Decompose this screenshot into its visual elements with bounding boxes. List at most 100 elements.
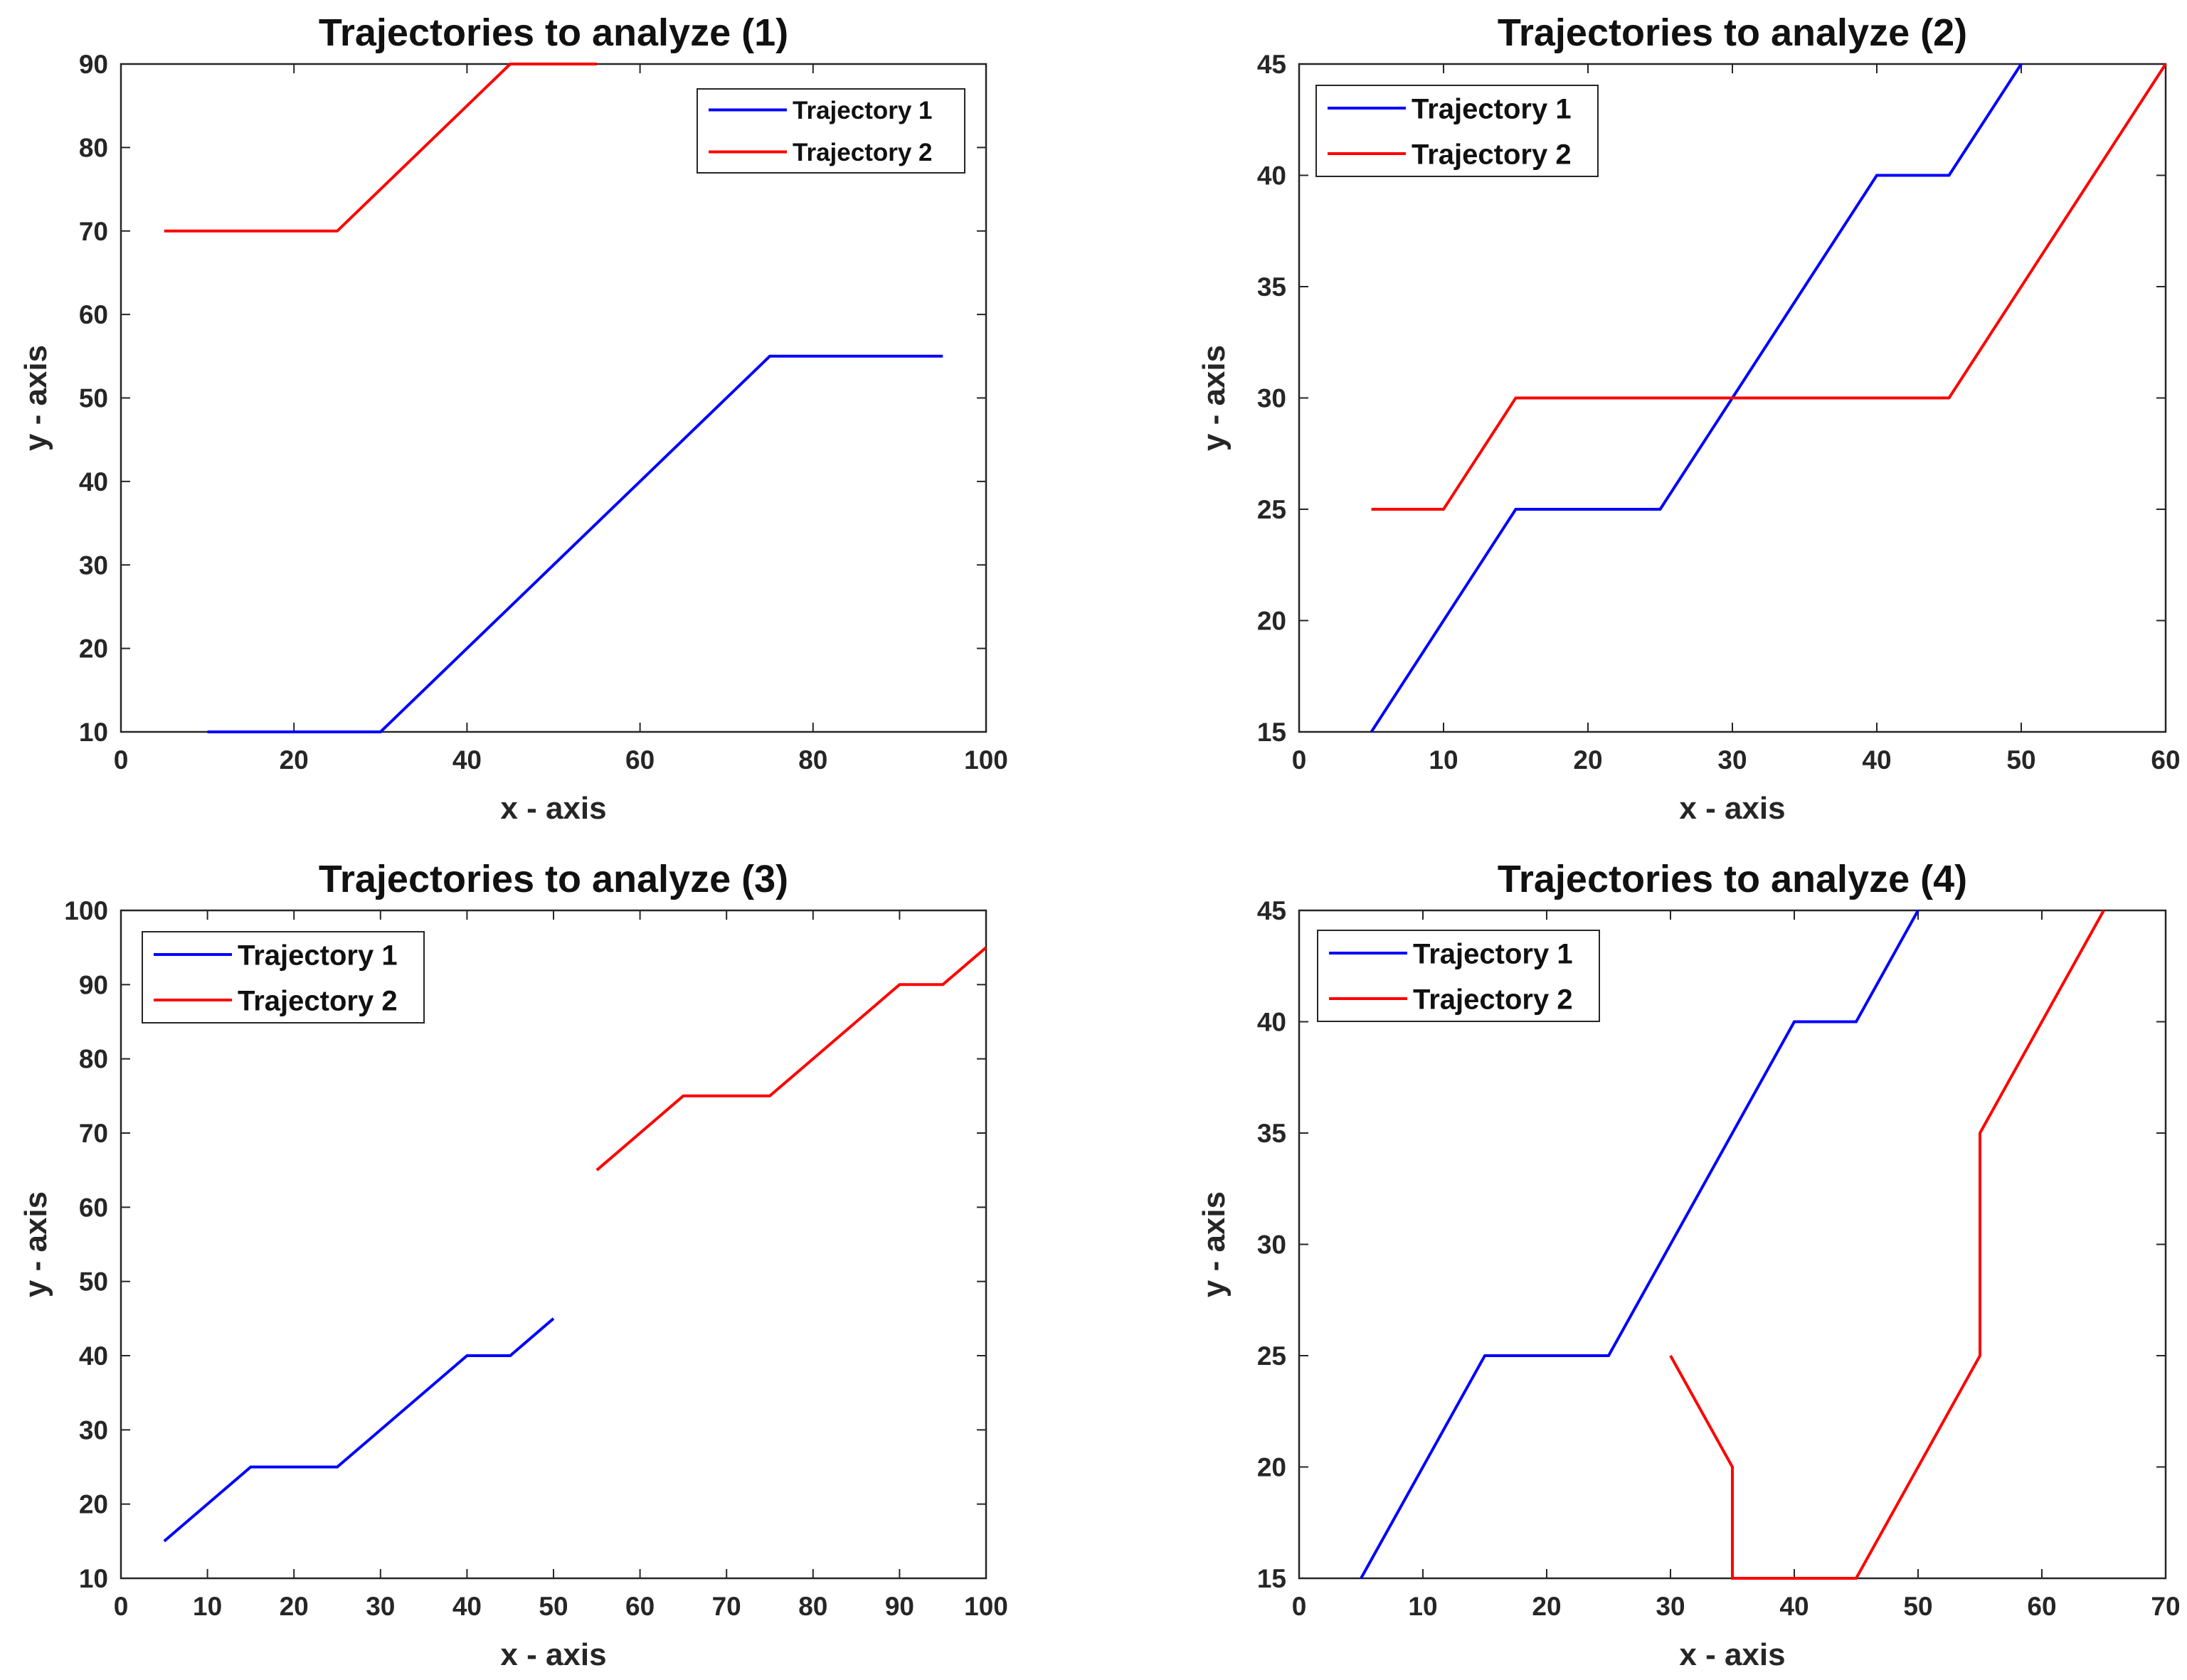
x-tick-label: 40 — [1779, 1592, 1809, 1621]
legend: Trajectory 1 Trajectory 2 — [697, 88, 965, 174]
legend-entry-trajectory-2: Trajectory 2 — [1412, 139, 1572, 170]
chart-2: 0 10 20 30 40 50 60 15 20 25 30 35 40 45 Trajectories … — [1197, 11, 2181, 826]
x-tick-label: 20 — [280, 1592, 309, 1621]
x-tick-label: 70 — [712, 1592, 741, 1621]
x-tick-label: 0 — [1292, 745, 1307, 775]
y-tick-label: 45 — [1257, 50, 1286, 79]
legend-box — [142, 931, 425, 1024]
x-tick-label: 10 — [1408, 1592, 1437, 1621]
series-line-trajectory-1 — [1360, 910, 1919, 1579]
x-tick-label: 20 — [1532, 1592, 1561, 1621]
legend-entry-trajectory-1: Trajectory 1 — [793, 97, 933, 124]
y-tick-label: 20 — [79, 1490, 108, 1519]
x-tick-label: 0 — [1292, 1592, 1307, 1621]
legend-entry-trajectory-1: Trajectory 1 — [1413, 938, 1573, 969]
x-tick-label: 80 — [798, 1592, 827, 1621]
legend-entry-trajectory-2: Trajectory 2 — [238, 985, 398, 1016]
x-tick-label: 20 — [1573, 745, 1602, 775]
y-tick-label: 45 — [1257, 896, 1286, 925]
x-tick-label: 70 — [2151, 1592, 2180, 1621]
chart-title: Trajectories to analyze (1) — [319, 11, 788, 54]
series-line-trajectory-1 — [207, 354, 943, 733]
x-tick-label: 50 — [539, 1592, 568, 1621]
x-tick-label: 50 — [2006, 745, 2035, 775]
chart-title: Trajectories to analyze (4) — [1498, 858, 1967, 900]
y-tick-label: 70 — [79, 1119, 108, 1148]
x-tick-label: 30 — [366, 1592, 395, 1621]
y-tick-label: 60 — [79, 300, 108, 329]
x-tick-label: 30 — [1717, 745, 1747, 775]
chart-title: Trajectories to analyze (2) — [1498, 11, 1967, 54]
chart-3: 0 10 20 30 40 50 60 70 80 90 100102030405060708090… — [18, 858, 1008, 1672]
y-tick-label: 40 — [1257, 161, 1286, 191]
y-tick-label: 90 — [79, 970, 108, 999]
x-tick-label: 60 — [2151, 745, 2180, 775]
series-line-trajectory-2 — [1669, 910, 2105, 1580]
y-tick-label: 25 — [1257, 495, 1286, 524]
x-tick-label: 40 — [452, 745, 482, 775]
y-axis-label: y - axis — [1197, 345, 1232, 451]
y-axis-label: y - axis — [1197, 1191, 1232, 1297]
y-tick-label: 80 — [79, 133, 108, 162]
x-tick-label: 40 — [452, 1592, 482, 1621]
y-tick-label: 40 — [1257, 1008, 1286, 1037]
series-line-trajectory-2 — [164, 63, 597, 233]
series-line-trajectory-2 — [1371, 63, 2167, 511]
x-tick-label: 0 — [114, 1592, 129, 1621]
x-tick-label: 10 — [193, 1592, 222, 1621]
y-tick-label: 25 — [1257, 1341, 1286, 1371]
y-tick-label: 40 — [79, 467, 108, 496]
x-tick-label: 50 — [1903, 1592, 1932, 1621]
y-tick-label: 10 — [79, 1564, 108, 1593]
x-axis-label: x - axis — [500, 791, 606, 826]
x-axis-label: x - axis — [1679, 1637, 1785, 1672]
y-tick-label: 30 — [79, 551, 108, 580]
x-tick-label: 30 — [1656, 1592, 1685, 1621]
series-line-trajectory-2 — [595, 946, 987, 1171]
y-tick-label: 20 — [1257, 607, 1286, 636]
plot-area — [120, 63, 987, 733]
legend: Trajectory 1 Trajectory 2 — [142, 931, 425, 1024]
y-tick-label: 20 — [79, 634, 108, 664]
legend: Trajectory 1 Trajectory 2 — [1317, 930, 1600, 1022]
y-tick-label: 40 — [79, 1341, 108, 1371]
x-tick-label: 100 — [964, 745, 1008, 775]
y-axis-label: y - axis — [18, 345, 53, 451]
y-tick-label: 15 — [1257, 718, 1286, 747]
chart-title: Trajectories to analyze (3) — [319, 858, 788, 900]
x-tick-label: 60 — [625, 745, 655, 775]
legend-entry-trajectory-2: Trajectory 2 — [793, 139, 933, 166]
chart-1: 0 20 40 60 80 100 10 20 30 40 50 60 70 80 90 Trajectori… — [18, 11, 1008, 826]
y-tick-label: 30 — [1257, 1230, 1286, 1260]
y-tick-label: 10 — [79, 718, 108, 747]
y-tick-label: 50 — [79, 1267, 108, 1297]
legend-box — [1317, 930, 1600, 1022]
y-tick-label: 30 — [1257, 384, 1286, 413]
legend-entry-trajectory-1: Trajectory 1 — [1412, 93, 1572, 124]
x-tick-label: 20 — [280, 745, 309, 775]
legend-box — [1315, 85, 1599, 177]
x-tick-label: 100 — [964, 1592, 1008, 1621]
y-tick-label: 60 — [79, 1193, 108, 1222]
y-tick-label: 90 — [79, 50, 108, 79]
legend-box — [697, 88, 965, 174]
legend: Trajectory 1 Trajectory 2 — [1315, 85, 1599, 177]
y-tick-label: 30 — [79, 1415, 108, 1445]
chart-4: 0 10 20 30 40 50 60 70 15 20 25 30 35 40 45 Trajectorie… — [1197, 858, 2181, 1672]
y-tick-label: 35 — [1257, 1119, 1286, 1148]
series-line-trajectory-1 — [1370, 63, 2023, 733]
x-tick-label: 40 — [1862, 745, 1891, 775]
y-tick-label: 35 — [1257, 272, 1286, 302]
x-tick-label: 10 — [1429, 745, 1458, 775]
series-line-trajectory-1 — [163, 1317, 555, 1543]
y-tick-label: 20 — [1257, 1453, 1286, 1482]
x-tick-label: 60 — [2027, 1592, 2056, 1621]
y-tick-label: 50 — [79, 384, 108, 413]
x-tick-label: 60 — [625, 1592, 655, 1621]
y-tick-label: 15 — [1257, 1564, 1286, 1593]
y-axis-label: y - axis — [18, 1191, 53, 1297]
y-tick-label: 80 — [79, 1045, 108, 1074]
x-axis-label: x - axis — [500, 1637, 606, 1672]
x-tick-label: 80 — [798, 745, 827, 775]
